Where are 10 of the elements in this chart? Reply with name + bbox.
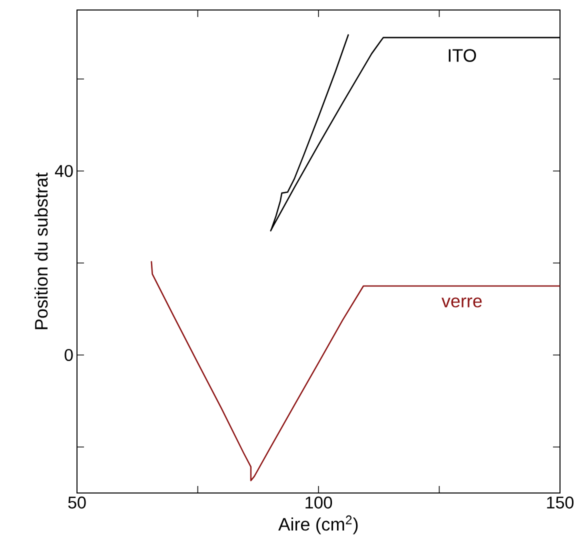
y-tick-label: 40 bbox=[54, 164, 73, 178]
x-axis-title: Aire (cm$^{2}$) bbox=[278, 515, 358, 534]
y-axis-title: Position du substrat bbox=[34, 172, 48, 330]
x-tick-label: 100 bbox=[306, 496, 332, 509]
series-label: ITO bbox=[448, 49, 476, 62]
line-series bbox=[150, 260, 560, 482]
series-label: verre bbox=[442, 298, 482, 308]
x-tick-label: 150 bbox=[547, 496, 574, 509]
y-tick-label: 0 bbox=[64, 348, 73, 362]
x-tick-label: 50 bbox=[68, 496, 86, 509]
